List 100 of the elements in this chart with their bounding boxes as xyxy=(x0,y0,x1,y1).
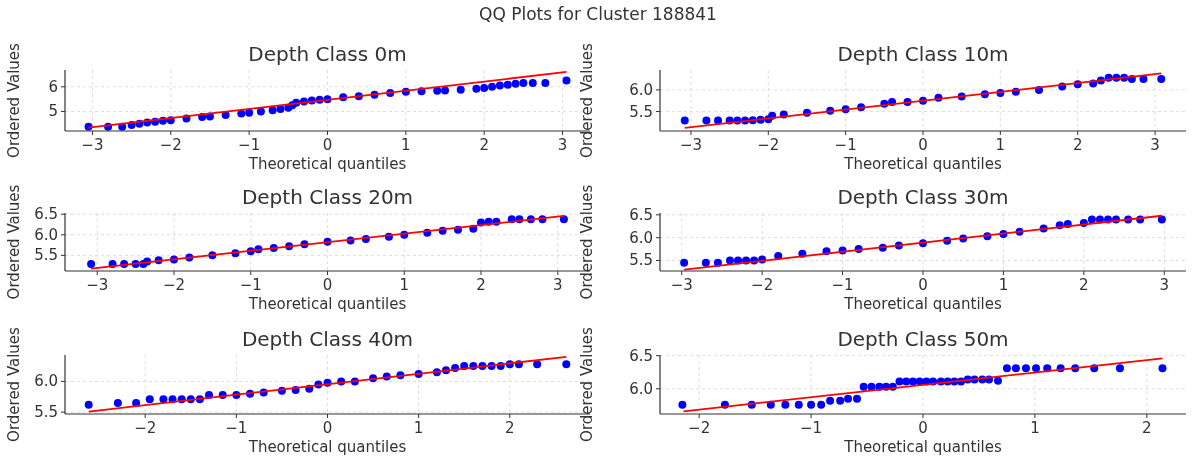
x-tick-label: −1 xyxy=(225,419,248,437)
x-tick-label: 2 xyxy=(1072,136,1083,154)
point xyxy=(519,79,528,88)
point xyxy=(488,82,497,91)
y-axis-title: Ordered Values xyxy=(578,42,596,158)
x-tick-label: 1 xyxy=(399,276,410,294)
point xyxy=(1157,75,1166,84)
x-tick-label: 1 xyxy=(998,276,1009,294)
x-axis-title: Theoretical quantiles xyxy=(843,155,1002,173)
x-tick-label: 1 xyxy=(995,136,1006,154)
x-tick-label: 3 xyxy=(557,136,568,154)
y-tick-label: 6.5 xyxy=(629,205,653,224)
point xyxy=(1002,364,1011,373)
point xyxy=(807,400,816,409)
point xyxy=(441,86,450,95)
x-tick-label: 3 xyxy=(552,276,563,294)
y-axis-title: Ordered Values xyxy=(5,184,23,300)
point xyxy=(84,400,93,409)
x-tick-label: 1 xyxy=(413,419,424,437)
x-tick-label: −3 xyxy=(86,276,109,294)
point xyxy=(159,395,168,404)
point xyxy=(680,116,689,125)
y-tick-label: 6 xyxy=(48,77,58,96)
x-tick-label: −3 xyxy=(670,276,693,294)
y-tick-label: 6.0 xyxy=(629,228,653,247)
point xyxy=(541,79,550,88)
point xyxy=(678,400,687,409)
y-tick-label: 5.5 xyxy=(34,403,58,422)
y-axis-title: Ordered Values xyxy=(5,42,23,158)
point xyxy=(562,76,571,85)
point xyxy=(528,79,537,88)
x-axis-title: Theoretical quantiles xyxy=(247,155,407,173)
x-tick-label: 0 xyxy=(918,136,928,154)
x-tick-label: 0 xyxy=(918,419,928,437)
x-tick-label: −1 xyxy=(831,276,854,294)
y-tick-label: 6.0 xyxy=(34,225,58,244)
point xyxy=(794,400,803,409)
point xyxy=(503,80,512,89)
point xyxy=(245,108,254,117)
text: QQ Plots for Cluster 188841 xyxy=(479,4,717,24)
y-tick-label: 6.5 xyxy=(629,346,653,365)
point xyxy=(456,85,465,94)
x-axis-title: Theoretical quantiles xyxy=(247,438,407,456)
point xyxy=(680,258,689,267)
point xyxy=(495,81,504,90)
point xyxy=(268,106,277,115)
y-axis-title: Ordered Values xyxy=(578,326,596,442)
point xyxy=(1032,364,1041,373)
y-tick-label: 6.5 xyxy=(34,205,58,224)
point xyxy=(781,400,790,409)
point xyxy=(702,116,711,125)
point xyxy=(87,260,96,269)
point xyxy=(1115,364,1124,373)
x-tick-label: 0 xyxy=(918,276,928,294)
x-tick-label: −2 xyxy=(162,276,186,294)
point xyxy=(511,79,520,88)
point xyxy=(1011,364,1020,373)
point xyxy=(433,86,442,95)
point xyxy=(472,84,481,93)
x-tick-label: 2 xyxy=(1142,419,1152,437)
point xyxy=(1158,364,1167,373)
y-tick-label: 6.0 xyxy=(629,379,653,398)
y-tick-label: 5.5 xyxy=(629,102,653,121)
x-tick-label: −2 xyxy=(757,136,780,154)
x-tick-label: 0 xyxy=(322,276,333,294)
x-tick-label: −2 xyxy=(134,419,157,437)
x-tick-label: 3 xyxy=(1159,276,1170,294)
y-tick-label: 5.5 xyxy=(629,251,653,270)
point xyxy=(902,377,911,386)
y-axis-title: Ordered Values xyxy=(578,184,596,300)
x-tick-label: 2 xyxy=(476,276,486,294)
x-axis-title: Theoretical quantiles xyxy=(247,295,407,313)
point xyxy=(113,398,122,407)
chart-title: Depth Class 0m xyxy=(248,42,407,66)
x-tick-label: −1 xyxy=(239,276,262,294)
point xyxy=(533,360,542,369)
chart-title: Depth Class 40m xyxy=(241,327,414,351)
x-tick-label: −1 xyxy=(834,136,857,154)
x-axis-title: Theoretical quantiles xyxy=(843,295,1002,313)
point xyxy=(480,84,489,93)
y-tick-label: 5.5 xyxy=(34,246,58,265)
x-tick-label: −1 xyxy=(238,136,261,154)
point xyxy=(1021,364,1030,373)
x-tick-label: 1 xyxy=(1030,419,1040,437)
y-tick-label: 6.0 xyxy=(34,372,58,391)
point xyxy=(993,376,1002,385)
x-tick-label: −1 xyxy=(800,419,823,437)
x-tick-label: 2 xyxy=(505,419,515,437)
x-tick-label: −2 xyxy=(751,276,774,294)
point xyxy=(145,395,154,404)
x-tick-label: 2 xyxy=(1079,276,1089,294)
point xyxy=(562,360,571,369)
point xyxy=(1087,215,1096,224)
x-tick-label: 2 xyxy=(479,136,489,154)
x-axis-title: Theoretical quantiles xyxy=(843,438,1002,456)
y-tick-label: 5 xyxy=(48,102,58,121)
x-tick-label: 0 xyxy=(322,136,333,154)
point xyxy=(836,396,845,405)
point xyxy=(859,382,868,391)
point xyxy=(826,396,835,405)
